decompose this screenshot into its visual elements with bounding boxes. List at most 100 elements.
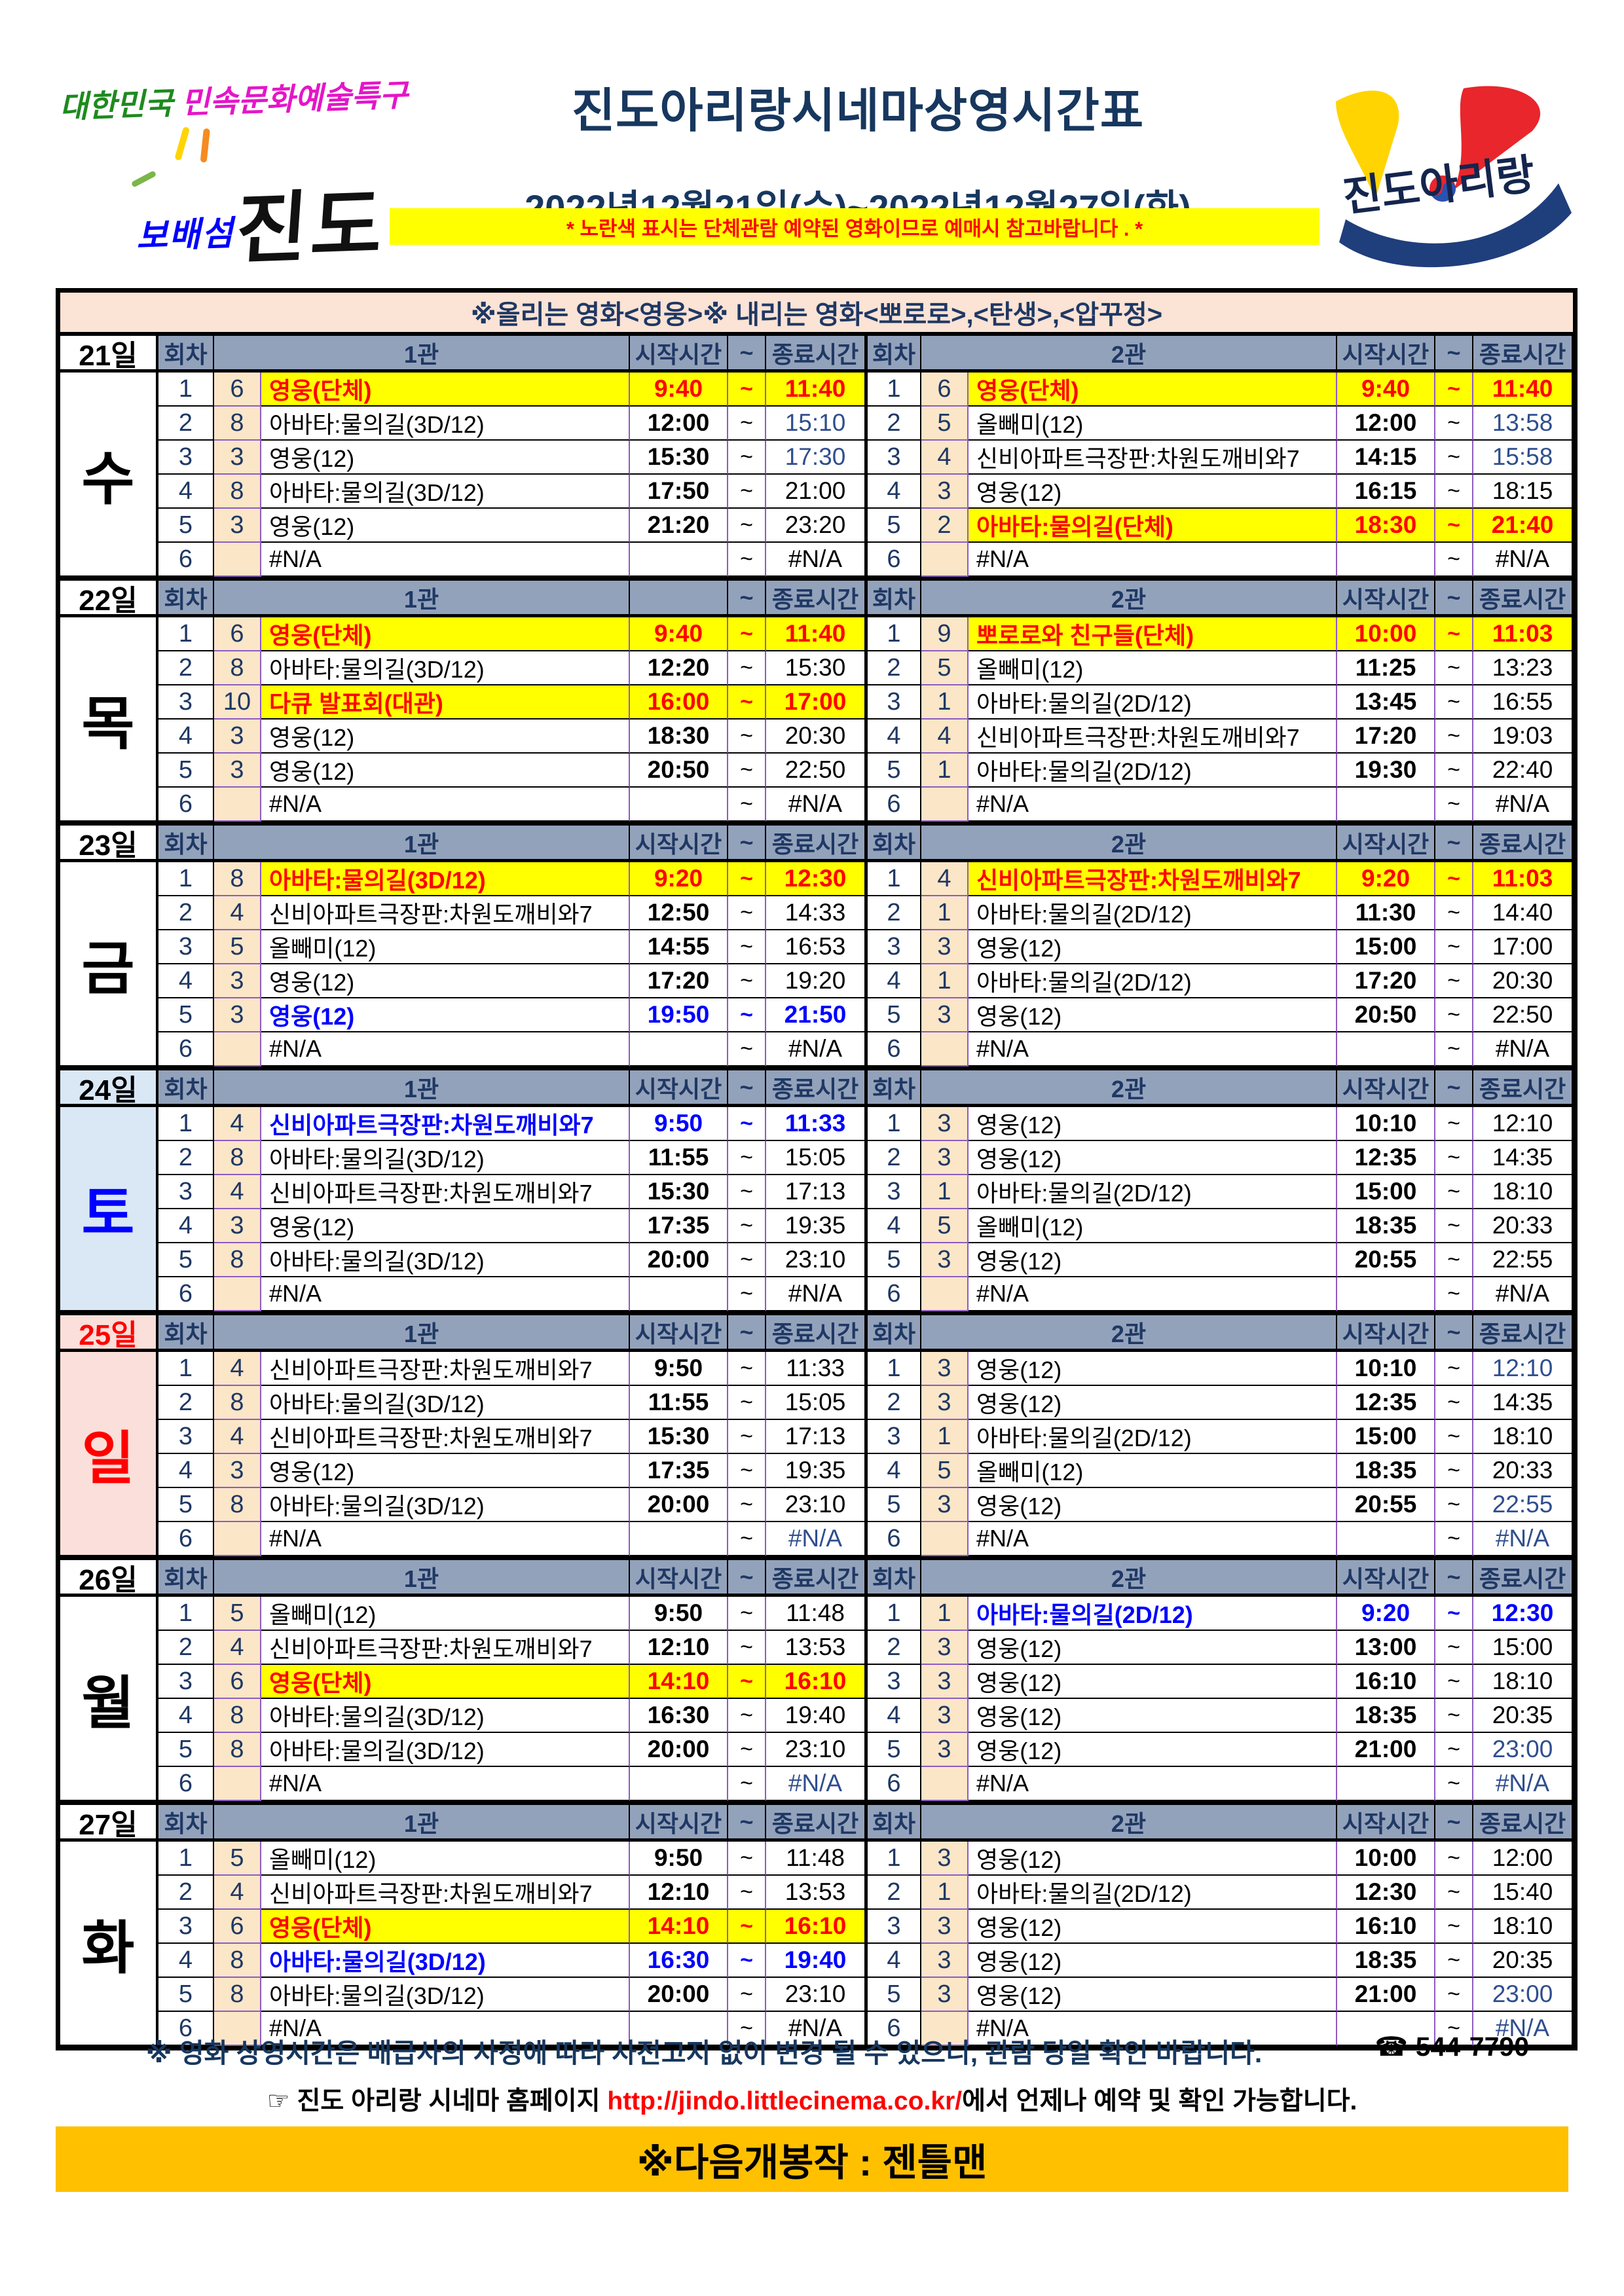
screen-code: 8 xyxy=(214,407,261,441)
start-time xyxy=(630,1767,728,1801)
tilde: ~ xyxy=(728,1665,766,1699)
tilde: ~ xyxy=(728,2012,766,2046)
round-number: 4 xyxy=(866,1944,921,1978)
start-time: 9:50 xyxy=(630,1107,728,1141)
screen-code: 3 xyxy=(214,998,261,1032)
round-number: 3 xyxy=(866,441,921,475)
round-number: 5 xyxy=(866,1978,921,2012)
start-time: 12:50 xyxy=(630,896,728,930)
end-time: 16:55 xyxy=(1473,685,1573,720)
movie-title: 영웅(단체) xyxy=(261,617,630,651)
tilde: ~ xyxy=(1435,930,1473,964)
round-column-header: 회차 xyxy=(866,1315,921,1352)
tilde-header: ~ xyxy=(728,581,766,617)
start-time: 10:00 xyxy=(1337,617,1435,651)
end-time: 17:00 xyxy=(1473,930,1573,964)
start-time-header: 시작시간 xyxy=(630,1315,728,1352)
movie-title: 아바타:물의길(3D/12) xyxy=(261,1978,630,2012)
round-number: 1 xyxy=(158,617,214,651)
start-time: 20:50 xyxy=(1337,998,1435,1032)
start-time: 9:50 xyxy=(630,1597,728,1631)
day-block: 25일 일 회차 1관 시작시간 ~ 종료시간 1 4 신비아파트극장판:차원도깨비와7 9:50 ~… xyxy=(60,1311,1573,1556)
screen-code: 6 xyxy=(921,373,969,407)
round-number: 2 xyxy=(866,1141,921,1175)
start-time: 15:00 xyxy=(1337,930,1435,964)
round-column-header: 회차 xyxy=(158,1070,214,1107)
start-time: 20:55 xyxy=(1337,1243,1435,1277)
start-time: 13:00 xyxy=(1337,1631,1435,1665)
round-number: 2 xyxy=(158,407,214,441)
tilde: ~ xyxy=(728,685,766,720)
tilde: ~ xyxy=(728,509,766,543)
screen-code: 8 xyxy=(214,1488,261,1522)
screen-code xyxy=(921,1767,969,1801)
end-time: 20:35 xyxy=(1473,1944,1573,1978)
tilde: ~ xyxy=(1435,1733,1473,1767)
end-time: 23:10 xyxy=(766,1243,866,1277)
timetable: ※올리는 영화<영웅>※ 내리는 영화<뽀로로>,<탄생>,<압꾸정> 21일 수… xyxy=(56,288,1578,2050)
end-time: 21:40 xyxy=(1473,509,1573,543)
hall-header: 2관 xyxy=(921,1315,1337,1352)
end-time: 15:30 xyxy=(766,651,866,685)
round-number: 2 xyxy=(866,651,921,685)
round-number: 1 xyxy=(866,1107,921,1141)
screen-code xyxy=(921,1277,969,1311)
round-number: 3 xyxy=(866,930,921,964)
homepage-prefix: ☞ 진도 아리랑 시네마 홈페이지 xyxy=(267,2087,608,2115)
screen-code: 6 xyxy=(214,617,261,651)
screen-code: 3 xyxy=(921,998,969,1032)
start-time: 18:30 xyxy=(1337,509,1435,543)
tilde: ~ xyxy=(728,1944,766,1978)
screen-code: 3 xyxy=(214,964,261,998)
start-time: 9:50 xyxy=(630,1352,728,1386)
hall-header: 2관 xyxy=(921,826,1337,862)
end-time: 23:10 xyxy=(766,1733,866,1767)
movie-title: #N/A xyxy=(261,1277,630,1311)
day-name-label: 토 xyxy=(60,1107,158,1311)
hall-header: 2관 xyxy=(921,1070,1337,1107)
screen-code: 3 xyxy=(921,1243,969,1277)
round-number: 5 xyxy=(158,1978,214,2012)
brand-bobaeseom: 보배섬 xyxy=(136,214,235,256)
round-column-header: 회차 xyxy=(866,1560,921,1597)
movie-title: #N/A xyxy=(969,788,1337,822)
screen-code: 4 xyxy=(214,1107,261,1141)
movie-title: 영웅(12) xyxy=(969,1733,1337,1767)
movie-title: 아바타:물의길(3D/12) xyxy=(261,1699,630,1733)
tilde-header: ~ xyxy=(728,1805,766,1842)
day-name-label: 일 xyxy=(60,1352,158,1556)
screen-code xyxy=(921,1032,969,1066)
round-number: 1 xyxy=(158,373,214,407)
movie-title: 아바타:물의길(2D/12) xyxy=(969,1876,1337,1910)
start-time-header: 시작시간 xyxy=(1337,581,1435,617)
round-number: 4 xyxy=(158,1944,214,1978)
movie-title: 올빼미(12) xyxy=(969,1209,1337,1243)
end-time: 20:30 xyxy=(766,720,866,754)
end-time: #N/A xyxy=(766,1032,866,1066)
round-number: 1 xyxy=(158,862,214,896)
end-time: 17:30 xyxy=(766,441,866,475)
round-number: 1 xyxy=(866,617,921,651)
tilde: ~ xyxy=(728,1767,766,1801)
tilde: ~ xyxy=(728,1277,766,1311)
end-time-header: 종료시간 xyxy=(1473,1315,1573,1352)
movie-title: 영웅(12) xyxy=(969,1352,1337,1386)
start-time: 18:35 xyxy=(1337,1454,1435,1488)
tilde: ~ xyxy=(1435,1141,1473,1175)
tilde: ~ xyxy=(1435,964,1473,998)
tilde: ~ xyxy=(728,1631,766,1665)
tilde-header: ~ xyxy=(728,336,766,373)
round-number: 6 xyxy=(158,1032,214,1066)
screen-code: 3 xyxy=(214,1209,261,1243)
movie-title: 신비아파트극장판:차원도깨비와7 xyxy=(969,441,1337,475)
screen-code: 1 xyxy=(921,1876,969,1910)
movie-title: 다큐 발표회(대관) xyxy=(261,685,630,720)
homepage-url-link[interactable]: http://jindo.littlecinema.co.kr/ xyxy=(607,2087,963,2115)
end-time: 20:33 xyxy=(1473,1209,1573,1243)
round-number: 3 xyxy=(158,1175,214,1209)
movie-title: 아바타:물의길(3D/12) xyxy=(261,475,630,509)
end-time: 23:20 xyxy=(766,509,866,543)
movie-title: 영웅(12) xyxy=(969,1386,1337,1420)
end-time: 12:00 xyxy=(1473,1842,1573,1876)
